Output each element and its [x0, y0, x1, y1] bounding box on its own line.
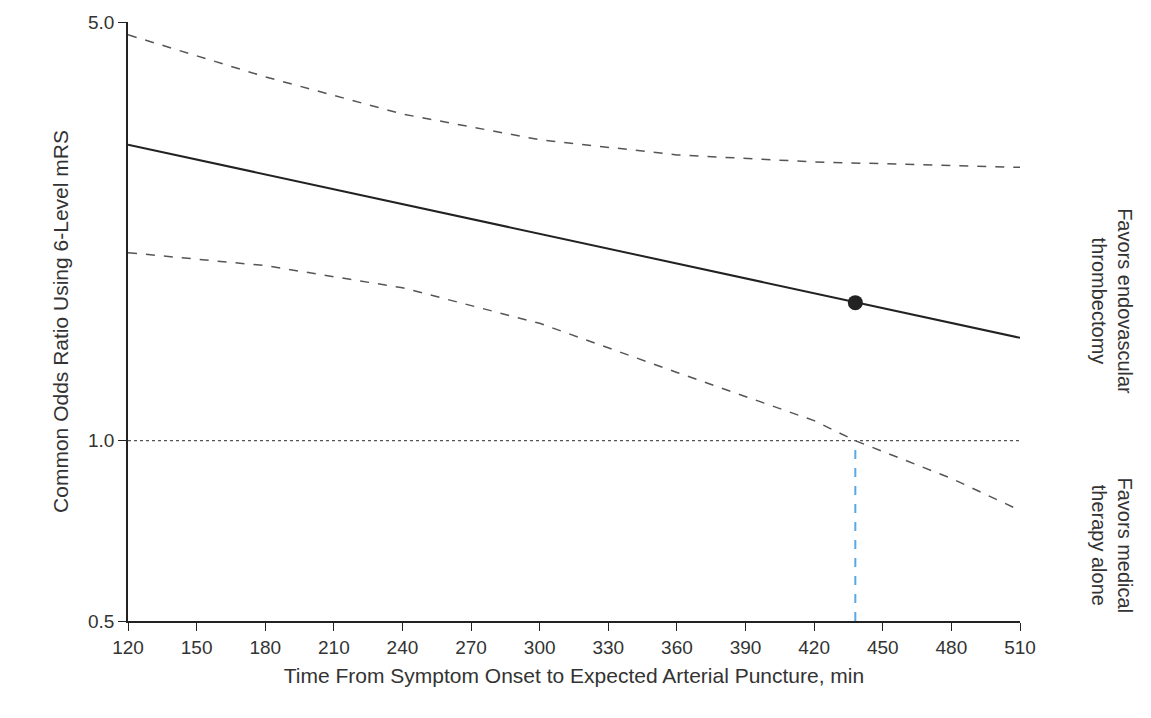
svg-text:Favors medicaltherapy alone: Favors medicaltherapy alone: [1088, 478, 1136, 614]
svg-text:1.0: 1.0: [88, 430, 114, 451]
svg-text:390: 390: [730, 637, 762, 658]
svg-text:240: 240: [387, 637, 419, 658]
svg-text:Favors endovascularthrombectom: Favors endovascularthrombectomy: [1088, 208, 1136, 394]
svg-text:5.0: 5.0: [88, 12, 114, 33]
svg-text:300: 300: [524, 637, 556, 658]
svg-text:120: 120: [112, 637, 144, 658]
svg-text:150: 150: [181, 637, 213, 658]
svg-text:360: 360: [661, 637, 693, 658]
svg-text:Time From Symptom Onset to Exp: Time From Symptom Onset to Expected Arte…: [284, 664, 864, 687]
svg-text:480: 480: [936, 637, 968, 658]
svg-text:510: 510: [1004, 637, 1036, 658]
svg-text:270: 270: [455, 637, 487, 658]
svg-text:420: 420: [798, 637, 830, 658]
svg-text:330: 330: [592, 637, 624, 658]
svg-text:0.5: 0.5: [88, 611, 114, 632]
svg-text:450: 450: [867, 637, 899, 658]
svg-text:210: 210: [318, 637, 350, 658]
svg-text:Common Odds Ratio Using 6-Leve: Common Odds Ratio Using 6-Level mRS: [49, 130, 72, 513]
svg-text:180: 180: [249, 637, 281, 658]
